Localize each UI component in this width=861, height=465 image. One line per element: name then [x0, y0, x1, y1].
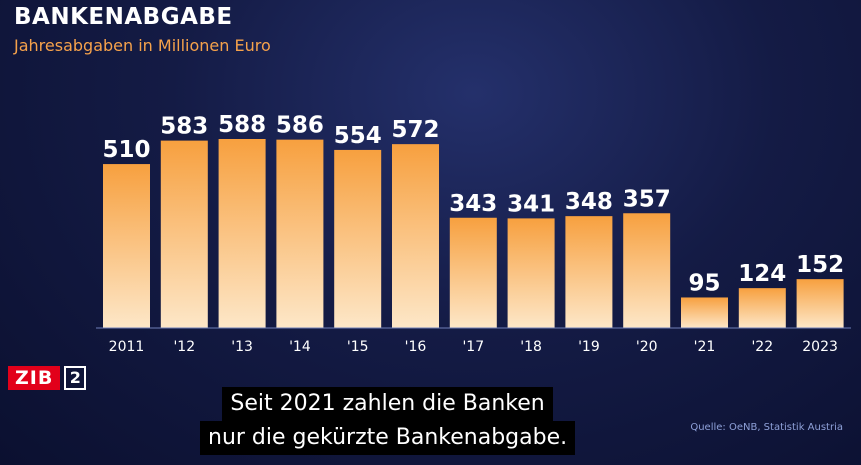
- value-label-2: 588: [218, 112, 266, 138]
- tick-labels-group: 2011 '12 '13 '14 '15 '16 '17 '18 '19 '20 '21 '22 202…: [109, 339, 838, 355]
- value-label-1: 583: [160, 114, 208, 140]
- bar-6: [449, 217, 497, 328]
- value-label-12: 152: [796, 252, 844, 278]
- bar-1: [160, 140, 208, 328]
- tick-label-2: '13: [231, 339, 253, 355]
- logo-zib: ZIB: [8, 366, 61, 390]
- value-label-7: 341: [507, 191, 555, 217]
- tick-label-7: '18: [520, 339, 542, 355]
- bar-11: [738, 288, 786, 328]
- value-label-4: 554: [334, 123, 382, 149]
- tick-label-9: '20: [636, 339, 658, 355]
- bar-2: [218, 139, 266, 328]
- bars-group: [103, 139, 844, 328]
- tick-label-1: '12: [173, 339, 195, 355]
- value-label-11: 124: [738, 261, 786, 287]
- bar-5: [392, 144, 439, 328]
- chart-subtitle: Jahresabgaben in Millionen Euro: [14, 36, 271, 55]
- value-label-10: 95: [688, 270, 720, 296]
- value-label-6: 343: [449, 191, 497, 217]
- tick-label-6: '17: [462, 339, 484, 355]
- tick-label-10: '21: [694, 339, 716, 355]
- value-label-8: 348: [565, 189, 613, 215]
- value-labels-group: 510 583 588 586 554 572 343 341 348 357 95 124 152: [102, 112, 844, 296]
- bar-7: [507, 218, 555, 328]
- bar-12: [796, 279, 844, 328]
- tick-label-3: '14: [289, 339, 311, 355]
- caption-box: Seit 2021 zahlen die Banken nur die gekü…: [200, 387, 576, 455]
- value-label-3: 586: [276, 113, 324, 139]
- caption-line-2: nur die gekürzte Bankenabgabe.: [200, 421, 576, 455]
- value-label-9: 357: [623, 186, 671, 212]
- tick-label-12: 2023: [802, 339, 838, 355]
- tick-label-4: '15: [347, 339, 369, 355]
- value-label-5: 572: [391, 117, 439, 143]
- bar-9: [623, 213, 671, 328]
- bar-3: [276, 139, 324, 328]
- bar-8: [565, 216, 613, 328]
- zib2-logo: ZIB 2: [8, 366, 87, 390]
- caption-line-1: Seit 2021 zahlen die Banken: [222, 387, 553, 421]
- tick-label-5: '16: [405, 339, 427, 355]
- tick-label-11: '22: [751, 339, 773, 355]
- bar-0: [103, 164, 150, 328]
- source-note: Quelle: OeNB, Statistik Austria: [690, 422, 843, 433]
- bar-10: [681, 297, 728, 328]
- chart-title: BANKENABGABE: [14, 4, 233, 30]
- value-label-0: 510: [102, 137, 150, 163]
- tick-label-8: '19: [578, 339, 600, 355]
- logo-number: 2: [64, 366, 87, 390]
- tick-label-0: 2011: [109, 339, 145, 355]
- bar-4: [334, 149, 382, 328]
